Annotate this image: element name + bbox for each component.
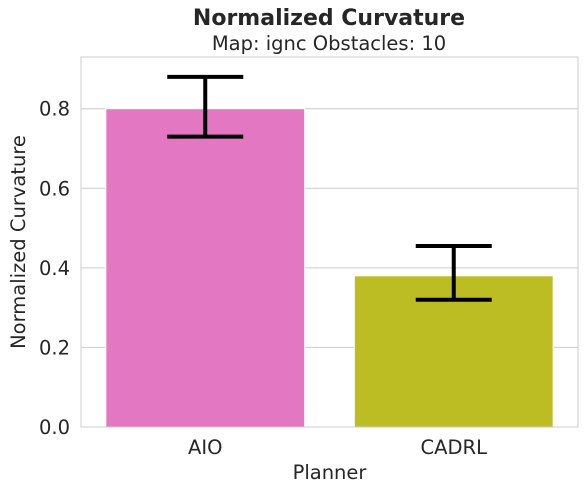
y-tick-label: 0.4 — [39, 257, 70, 280]
x-tick-label: CADRL — [421, 436, 488, 459]
y-tick-label: 0.2 — [39, 336, 70, 359]
bar-aio — [105, 108, 306, 428]
y-axis-label: Normalized Curvature — [7, 135, 30, 349]
axes-frame — [80, 56, 579, 428]
x-axis-label: Planner — [293, 461, 368, 484]
chart-title: Normalized Curvature — [192, 6, 466, 31]
y-tick-label: 0.8 — [39, 98, 70, 121]
x-tick-label: AIO — [188, 436, 222, 459]
chart-subtitle: Map: ignc Obstacles: 10 — [211, 32, 447, 55]
y-tick-label: 0.6 — [39, 177, 70, 200]
y-tick-label: 0.0 — [39, 416, 70, 439]
